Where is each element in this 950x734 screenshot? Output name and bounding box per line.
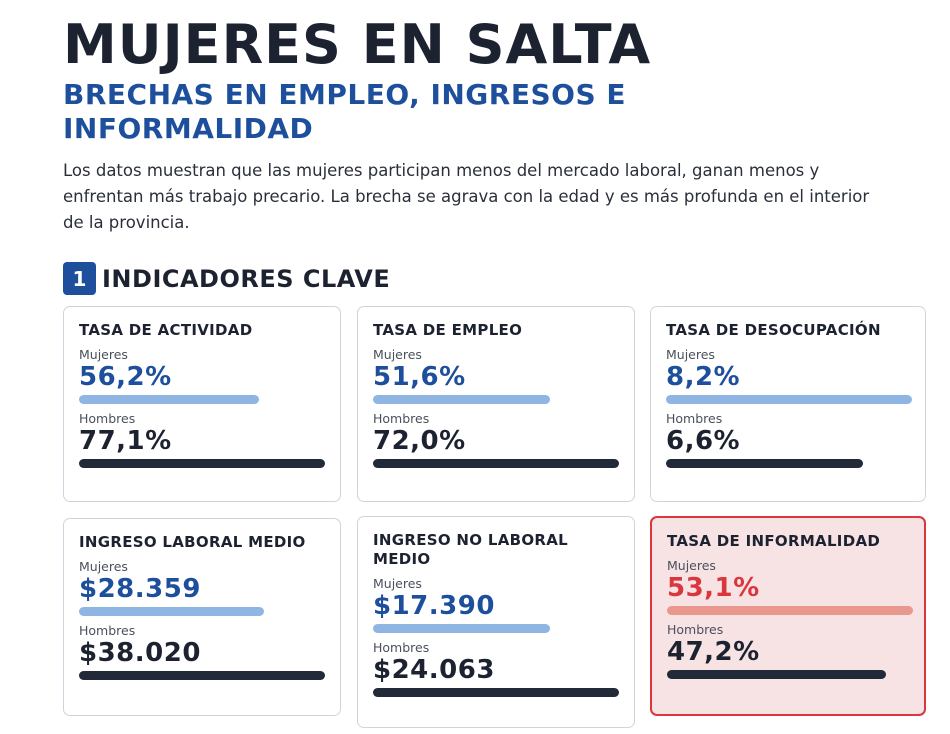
women-bar (373, 624, 550, 633)
women-label: Mujeres (79, 559, 128, 574)
indicator-card-ingreso-laboral: INGRESO LABORAL MEDIO Mujeres $28.359 Ho… (63, 518, 341, 716)
card-title: INGRESO LABORAL MEDIO (79, 533, 306, 551)
section-title: INDICADORES CLAVE (102, 264, 391, 293)
women-value: $28.359 (79, 574, 201, 604)
men-bar (79, 671, 325, 680)
women-label: Mujeres (79, 347, 128, 362)
men-label: Hombres (373, 640, 430, 655)
indicator-card-actividad: TASA DE ACTIVIDAD Mujeres 56,2% Hombres … (63, 306, 341, 502)
women-label: Mujeres (666, 347, 715, 362)
page-subtitle: BRECHAS EN EMPLEO, INGRESOS E INFORMALID… (63, 78, 626, 145)
indicator-card-desocupacion: TASA DE DESOCUPACIÓN Mujeres 8,2% Hombre… (650, 306, 926, 502)
women-value: 53,1% (667, 573, 760, 603)
women-value: 8,2% (666, 362, 741, 392)
women-value: 51,6% (373, 362, 466, 392)
men-value: 47,2% (667, 637, 760, 667)
women-bar (79, 395, 259, 404)
women-value: 56,2% (79, 362, 172, 392)
section-header: 1 INDICADORES CLAVE (63, 262, 390, 295)
women-bar (373, 395, 550, 404)
men-label: Hombres (667, 622, 724, 637)
men-label: Hombres (666, 411, 723, 426)
card-title: TASA DE ACTIVIDAD (79, 321, 253, 339)
indicator-card-empleo: TASA DE EMPLEO Mujeres 51,6% Hombres 72,… (357, 306, 635, 502)
men-label: Hombres (373, 411, 430, 426)
men-label: Hombres (79, 623, 136, 638)
men-bar (373, 688, 619, 697)
men-bar (373, 459, 619, 468)
men-value: 77,1% (79, 426, 172, 456)
card-title: INGRESO NO LABORAL MEDIO (373, 531, 569, 568)
women-label: Mujeres (373, 347, 422, 362)
men-value: $24.063 (373, 655, 495, 685)
men-value: 72,0% (373, 426, 466, 456)
page-title: MUJERES EN SALTA (63, 13, 652, 76)
indicator-card-informalidad: TASA DE INFORMALIDAD Mujeres 53,1% Hombr… (650, 516, 926, 716)
men-bar (667, 670, 886, 679)
women-label: Mujeres (667, 558, 716, 573)
card-title: TASA DE DESOCUPACIÓN (666, 321, 881, 339)
indicator-card-ingreso-no-laboral: INGRESO NO LABORAL MEDIO Mujeres $17.390… (357, 516, 635, 728)
men-bar (79, 459, 325, 468)
women-bar (79, 607, 264, 616)
card-title: TASA DE EMPLEO (373, 321, 523, 339)
women-bar (666, 395, 912, 404)
women-bar (667, 606, 913, 615)
intro-paragraph: Los datos muestran que las mujeres parti… (63, 161, 870, 232)
men-value: 6,6% (666, 426, 741, 456)
section-number-badge: 1 (63, 262, 96, 295)
men-value: $38.020 (79, 638, 201, 668)
women-label: Mujeres (373, 576, 422, 591)
men-bar (666, 459, 863, 468)
men-label: Hombres (79, 411, 136, 426)
women-value: $17.390 (373, 591, 495, 621)
card-title: TASA DE INFORMALIDAD (667, 532, 881, 550)
